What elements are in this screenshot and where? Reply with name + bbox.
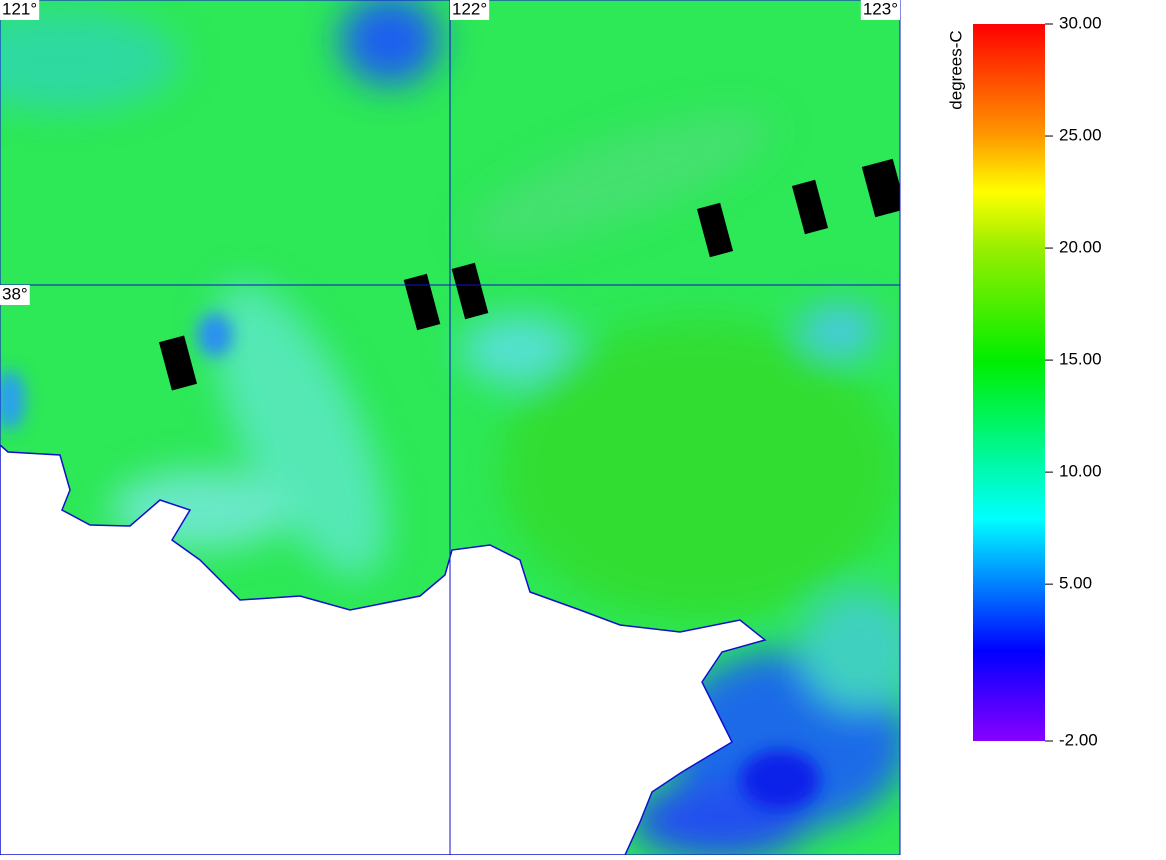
sst-field [0,0,900,855]
colorbar-tick-label: 15.00 [1059,350,1102,369]
colorbar-tick-label: 5.00 [1059,574,1092,593]
grid-label: 121° [2,0,37,18]
colorbar-label: degrees-C [946,30,965,109]
colorbar-tick-label: 30.00 [1059,13,1102,32]
grid-label: 123° [863,0,898,18]
missing-data [158,158,900,391]
grid-label: 122° [452,0,487,18]
colorbar-tick-label: 25.00 [1059,126,1102,145]
colorbar-tick-label: -2.00 [1059,730,1098,749]
colorbar [973,24,1045,741]
grid-label-bg [0,0,40,20]
colorbar-tick-label: 20.00 [1059,238,1102,257]
grid-label: 38° [2,284,28,303]
grid-label-bg [860,0,900,20]
grid-label-bg [450,0,490,20]
land [0,444,767,855]
grid-label-bg [0,285,30,305]
colorbar-tick-label: 10.00 [1059,462,1102,481]
